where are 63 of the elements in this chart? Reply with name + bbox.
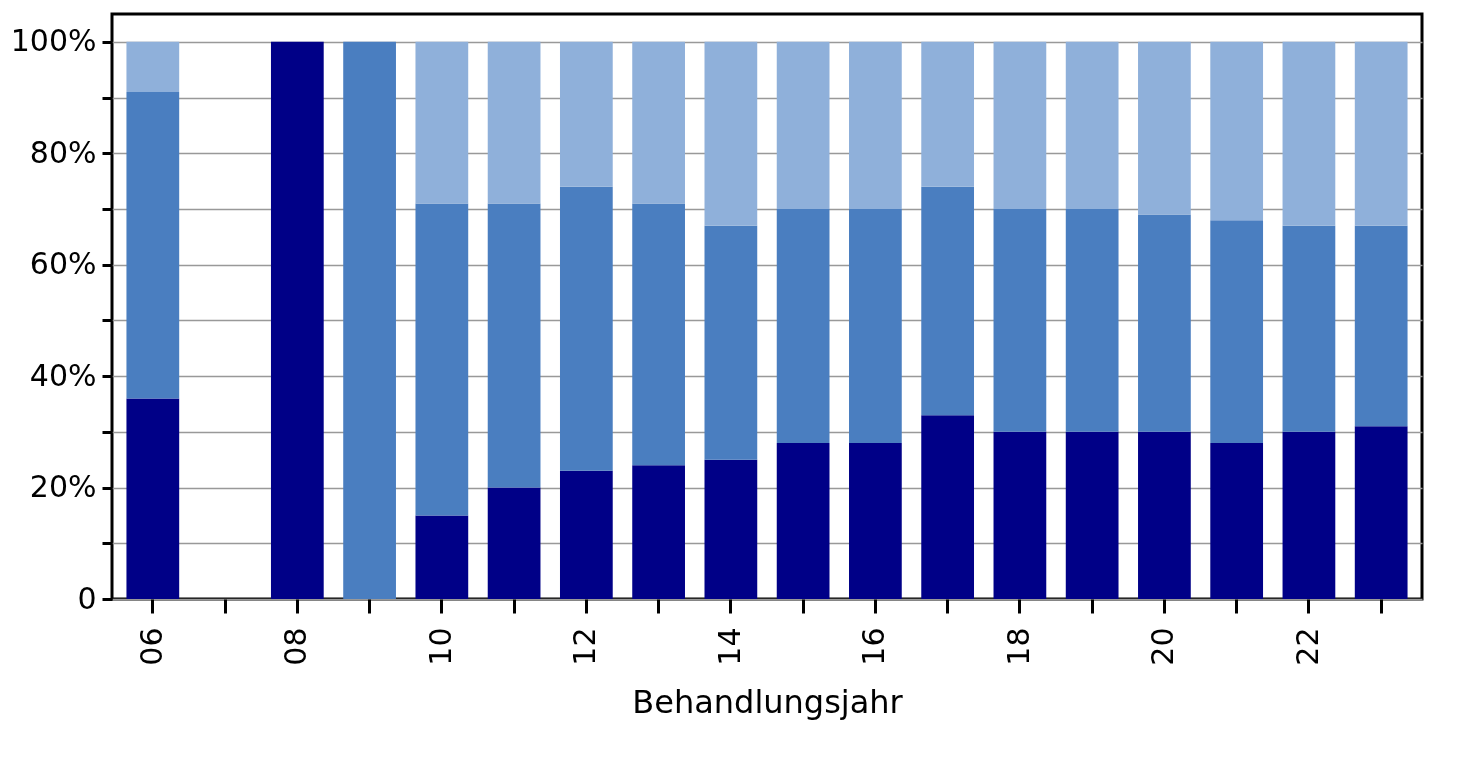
bar (632, 41, 685, 204)
y-tick-label: 80% (29, 134, 97, 170)
bar (1138, 431, 1191, 599)
bar (993, 41, 1047, 209)
bar (1282, 41, 1336, 226)
x-tick-label: 14 (711, 627, 747, 666)
bar (270, 41, 324, 599)
x-tick-label: 12 (567, 627, 603, 666)
x-tick-label: 22 (1289, 627, 1325, 666)
bar (1354, 225, 1408, 427)
bar (343, 41, 396, 599)
y-tick-label: 60% (29, 246, 97, 282)
x-tick-label: 20 (1145, 627, 1181, 666)
bar (1065, 209, 1119, 432)
bar (776, 41, 830, 209)
bar (415, 41, 469, 204)
bar (487, 487, 541, 599)
bar (487, 203, 541, 488)
bar (993, 209, 1047, 432)
bar (559, 186, 613, 471)
bar (1210, 41, 1264, 221)
x-tick-label: 06 (133, 627, 169, 666)
bar (1354, 426, 1408, 599)
x-tick-label: 10 (422, 627, 458, 666)
bar (126, 41, 180, 92)
bar (487, 41, 541, 204)
bar (704, 41, 758, 226)
x-tick-label: 18 (1000, 627, 1036, 666)
bar (415, 203, 469, 516)
bar (415, 515, 469, 599)
bar (1210, 443, 1264, 599)
x-tick-label: 08 (278, 627, 314, 666)
bar (1138, 214, 1191, 432)
bar (1138, 41, 1191, 215)
bar (1065, 431, 1119, 599)
bar (126, 398, 180, 599)
bar (632, 203, 685, 466)
bar (921, 415, 975, 599)
bar (1210, 220, 1264, 443)
bar (849, 443, 902, 599)
bar (776, 209, 830, 443)
bar (1282, 431, 1336, 599)
bar (993, 431, 1047, 599)
bar (559, 41, 613, 187)
bar (559, 470, 613, 599)
y-tick-label: 40% (29, 357, 97, 393)
bar (849, 41, 902, 209)
bar (921, 41, 975, 187)
bar (849, 209, 902, 443)
bar (126, 92, 180, 399)
bar (776, 443, 830, 599)
bar (704, 459, 758, 599)
x-axis-title: Behandlungsjahr (632, 682, 904, 721)
y-tick-label: 20% (29, 469, 97, 505)
y-tick-label: 0 (77, 580, 97, 616)
x-tick-label: 16 (856, 627, 892, 666)
y-tick-label: 100% (10, 23, 97, 59)
bar (632, 465, 685, 599)
bar (921, 186, 975, 416)
bar (1354, 41, 1408, 226)
bar (1065, 41, 1119, 209)
bar (1282, 225, 1336, 432)
bar (704, 225, 758, 460)
